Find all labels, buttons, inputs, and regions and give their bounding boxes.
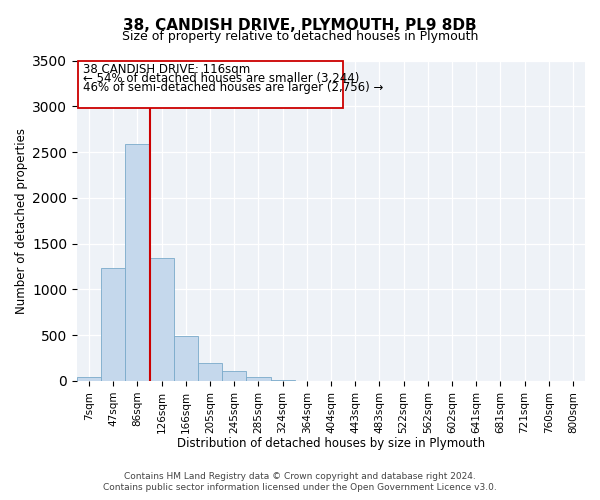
Y-axis label: Number of detached properties: Number of detached properties	[15, 128, 28, 314]
Text: ← 54% of detached houses are smaller (3,244): ← 54% of detached houses are smaller (3,…	[83, 72, 359, 86]
FancyBboxPatch shape	[78, 60, 343, 108]
Bar	[149, 258, 174, 381]
Bar	[174, 336, 198, 381]
Text: 46% of semi-detached houses are larger (2,756) →: 46% of semi-detached houses are larger (…	[83, 80, 383, 94]
Bar	[125, 144, 149, 381]
Bar	[222, 371, 247, 381]
Text: Contains HM Land Registry data © Crown copyright and database right 2024.
Contai: Contains HM Land Registry data © Crown c…	[103, 472, 497, 492]
Bar	[77, 378, 101, 381]
Bar	[247, 378, 271, 381]
Bar	[198, 362, 222, 381]
Text: Size of property relative to detached houses in Plymouth: Size of property relative to detached ho…	[122, 30, 478, 43]
Text: 38 CANDISH DRIVE: 116sqm: 38 CANDISH DRIVE: 116sqm	[83, 63, 250, 76]
Text: 38, CANDISH DRIVE, PLYMOUTH, PL9 8DB: 38, CANDISH DRIVE, PLYMOUTH, PL9 8DB	[123, 18, 477, 32]
Bar	[271, 380, 295, 381]
Bar	[101, 268, 125, 381]
X-axis label: Distribution of detached houses by size in Plymouth: Distribution of detached houses by size …	[177, 437, 485, 450]
